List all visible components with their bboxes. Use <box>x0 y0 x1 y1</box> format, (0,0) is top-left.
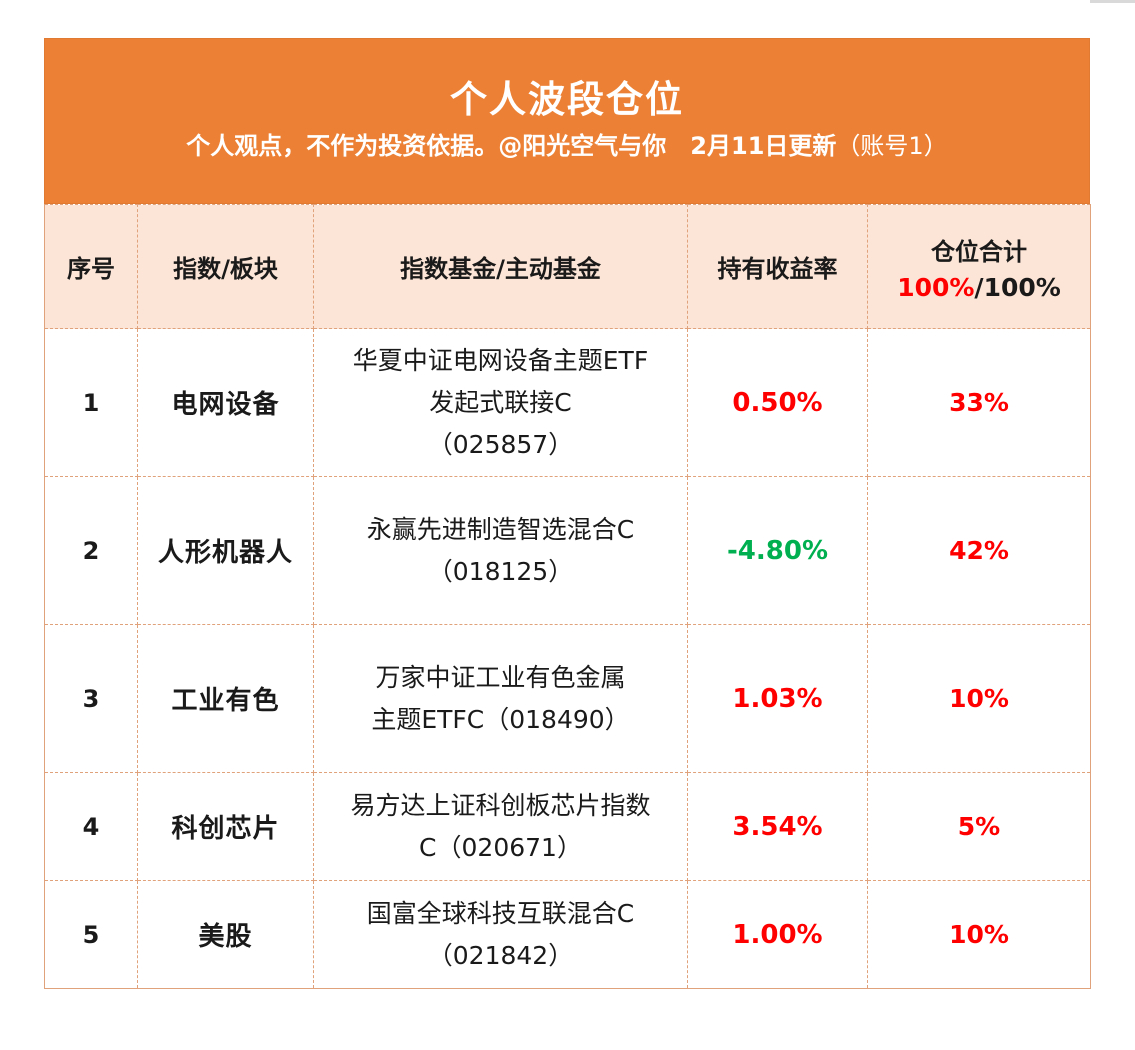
row-sector: 美股 <box>137 880 314 989</box>
fund-line: （018125） <box>427 556 574 586</box>
row-position: 5% <box>867 772 1091 881</box>
table-row: 3 工业有色 万家中证工业有色金属 主题ETFC（018490） 1.03% 10% <box>44 624 1091 773</box>
col-header-sector: 指数/板块 <box>137 204 314 329</box>
row-return: 3.54% <box>687 772 868 881</box>
col-header-return: 持有收益率 <box>687 204 868 329</box>
table-body: 1 电网设备 华夏中证电网设备主题ETF 发起式联接C （025857） 0.50% 33%… <box>44 328 1091 989</box>
col-header-position: 仓位合计 100%/100% <box>867 204 1091 329</box>
row-sector: 电网设备 <box>137 328 314 477</box>
position-header-label: 仓位合计 <box>931 237 1027 266</box>
position-total-line: 100%/100% <box>868 273 1090 302</box>
fund-line: （025857） <box>427 429 574 459</box>
position-used: 100% <box>897 272 975 302</box>
header-banner: 个人波段仓位 个人观点，不作为投资依据。@阳光空气与你 2月11日更新（账号1） <box>44 38 1090 204</box>
table-header-row: 序号 指数/板块 指数基金/主动基金 持有收益率 仓位合计 100%/100% <box>44 204 1091 329</box>
row-seq: 4 <box>44 772 138 881</box>
col-header-seq: 序号 <box>44 204 138 329</box>
row-fund: 易方达上证科创板芯片指数 C（020671） <box>313 772 688 881</box>
fund-line: 易方达上证科创板芯片指数 <box>350 790 651 820</box>
position-total: 100% <box>983 272 1061 302</box>
row-sector: 科创芯片 <box>137 772 314 881</box>
row-return: -4.80% <box>687 476 868 625</box>
row-sector: 人形机器人 <box>137 476 314 625</box>
row-sector: 工业有色 <box>137 624 314 773</box>
table-row: 2 人形机器人 永赢先进制造智选混合C （018125） -4.80% 42% <box>44 476 1091 625</box>
fund-line: 发起式联接C <box>429 387 572 417</box>
row-seq: 3 <box>44 624 138 773</box>
row-fund: 永赢先进制造智选混合C （018125） <box>313 476 688 625</box>
fund-line: 主题ETFC（018490） <box>371 704 630 734</box>
col-header-fund: 指数基金/主动基金 <box>313 204 688 329</box>
row-fund: 万家中证工业有色金属 主题ETFC（018490） <box>313 624 688 773</box>
row-fund: 华夏中证电网设备主题ETF 发起式联接C （025857） <box>313 328 688 477</box>
holdings-table: 序号 指数/板块 指数基金/主动基金 持有收益率 仓位合计 100%/100% … <box>44 204 1091 989</box>
corner-divider-line <box>1090 0 1135 3</box>
page-subtitle: 个人观点，不作为投资依据。@阳光空气与你 2月11日更新（账号1） <box>45 129 1089 163</box>
row-position: 10% <box>867 880 1091 989</box>
fund-line: C（020671） <box>419 832 582 862</box>
row-seq: 2 <box>44 476 138 625</box>
row-return: 0.50% <box>687 328 868 477</box>
row-position: 33% <box>867 328 1091 477</box>
position-separator: / <box>974 272 984 302</box>
row-return: 1.03% <box>687 624 868 773</box>
row-seq: 1 <box>44 328 138 477</box>
table-row: 1 电网设备 华夏中证电网设备主题ETF 发起式联接C （025857） 0.50% 33% <box>44 328 1091 477</box>
fund-line: 万家中证工业有色金属 <box>375 662 626 692</box>
fund-line: （021842） <box>427 940 574 970</box>
fund-line: 永赢先进制造智选混合C <box>366 514 635 544</box>
position-table-card: 个人波段仓位 个人观点，不作为投资依据。@阳光空气与你 2月11日更新（账号1）… <box>44 38 1091 989</box>
row-seq: 5 <box>44 880 138 989</box>
row-return: 1.00% <box>687 880 868 989</box>
fund-line: 国富全球科技互联混合C <box>366 898 635 928</box>
row-position: 10% <box>867 624 1091 773</box>
row-position: 42% <box>867 476 1091 625</box>
account-label: （账号1） <box>836 132 948 160</box>
row-fund: 国富全球科技互联混合C （021842） <box>313 880 688 989</box>
table-row: 4 科创芯片 易方达上证科创板芯片指数 C（020671） 3.54% 5% <box>44 772 1091 881</box>
subtitle-text: 个人观点，不作为投资依据。@阳光空气与你 2月11日更新 <box>186 132 837 160</box>
table-row: 5 美股 国富全球科技互联混合C （021842） 1.00% 10% <box>44 880 1091 989</box>
page-title: 个人波段仓位 <box>450 78 684 121</box>
fund-line: 华夏中证电网设备主题ETF <box>352 345 649 375</box>
